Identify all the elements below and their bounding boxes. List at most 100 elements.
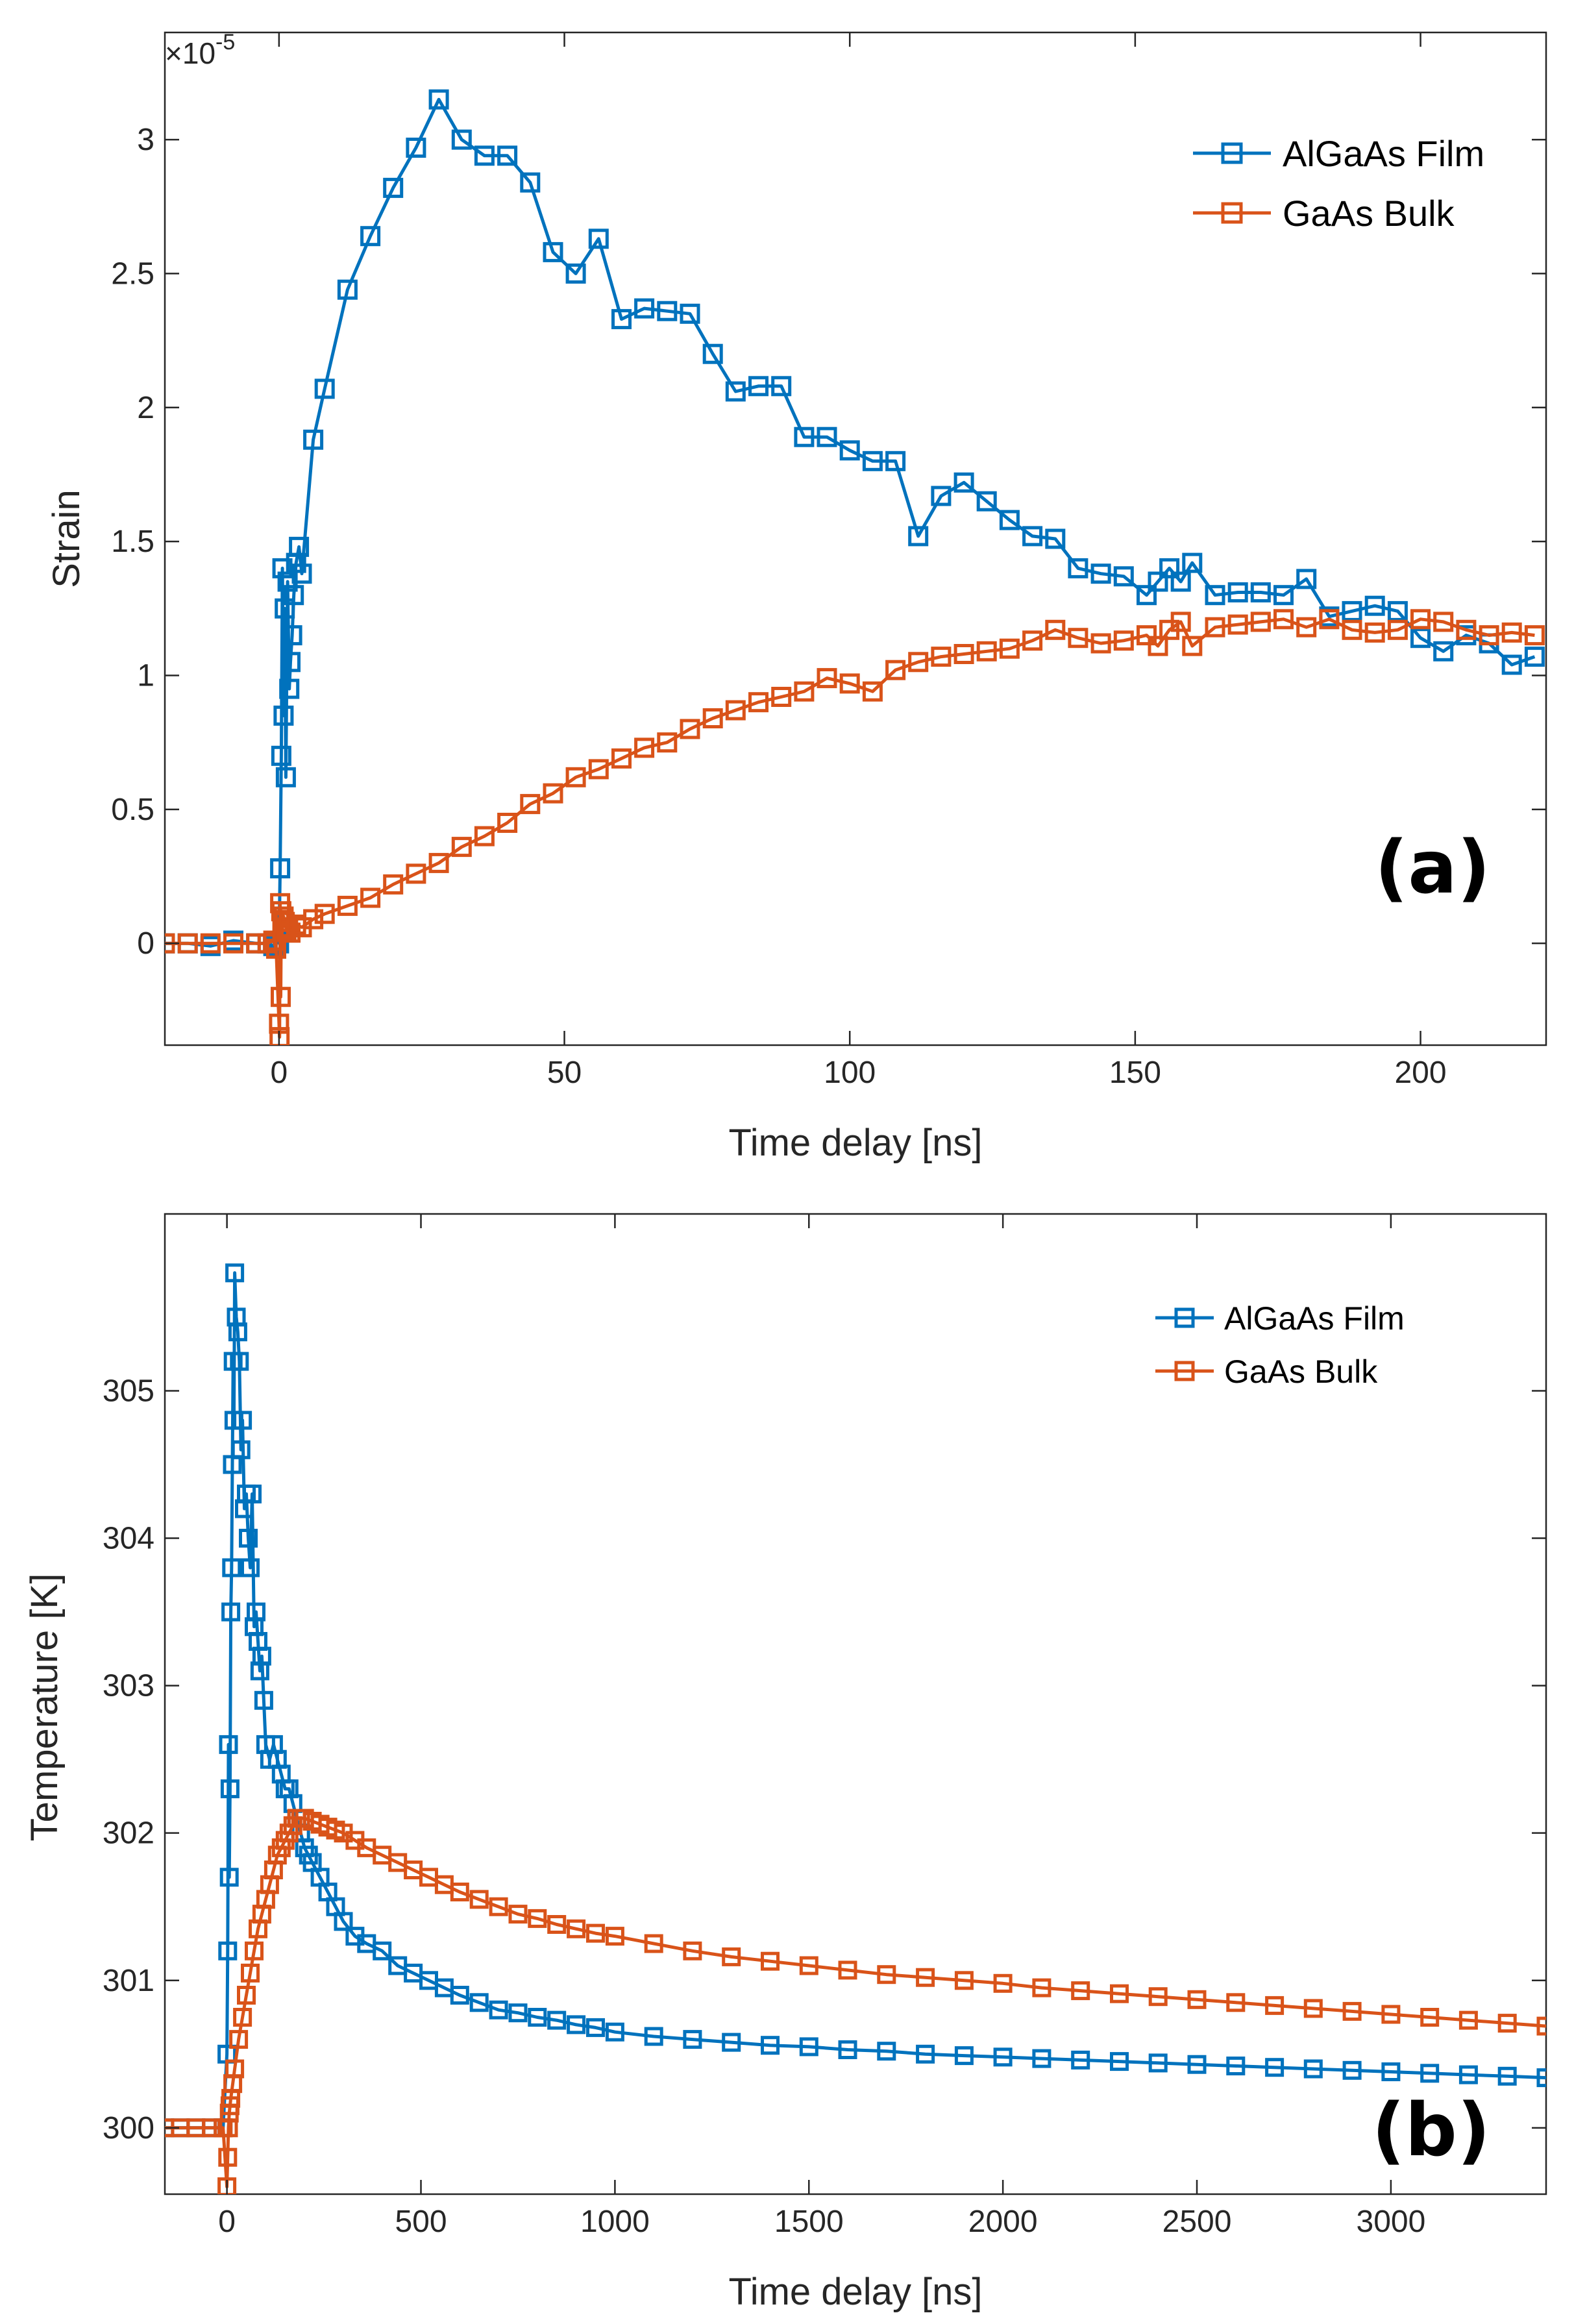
data-point [450, 1883, 469, 1901]
data-point [761, 1951, 780, 1971]
y-tick-label: 0 [137, 926, 154, 961]
data-point [761, 2036, 780, 2055]
data-point [1170, 571, 1191, 592]
data-point [817, 668, 837, 689]
panel-b-axes-box [164, 1213, 1547, 2195]
data-point [1032, 2049, 1051, 2068]
data-point [1090, 563, 1111, 584]
data-point [1458, 2010, 1478, 2030]
data-point [999, 510, 1020, 530]
panel-a-y-exponent-power: -5 [215, 30, 235, 55]
data-point [543, 783, 563, 804]
y-tick-label: 0.5 [111, 793, 154, 827]
data-point [543, 241, 563, 262]
data-point [1458, 2065, 1478, 2084]
data-point [272, 558, 293, 578]
data-point [680, 719, 700, 739]
data-point [839, 440, 860, 461]
panel-b-legend: AlGaAs Film GaAs Bulk [1142, 1292, 1441, 1402]
series-line [165, 617, 1535, 1039]
y-tick-label: 1 [137, 658, 154, 693]
data-point [406, 863, 426, 884]
panel-b-legend-label-algaas: AlGaAs Film [1224, 1300, 1405, 1337]
data-point [275, 767, 296, 787]
y-tick-label: 1.5 [111, 525, 154, 559]
data-point [241, 1558, 260, 1577]
data-point [657, 301, 678, 321]
panel-a-legend-marker-gaas [1221, 202, 1243, 224]
data-point [1342, 600, 1362, 621]
data-point [794, 426, 815, 447]
data-point [931, 647, 952, 667]
data-point [1137, 625, 1157, 646]
data-point [334, 1912, 353, 1931]
data-point [1265, 2058, 1285, 2077]
data-point [252, 1646, 271, 1666]
data-point [520, 172, 541, 193]
data-point [229, 2030, 249, 2049]
data-point [241, 1963, 260, 1983]
panel-b-legend-label-gaas: GaAs Bulk [1224, 1354, 1378, 1390]
data-point [748, 376, 769, 397]
x-tick-label: 2500 [1162, 2205, 1232, 2239]
data-point [1381, 2062, 1401, 2081]
data-point [1501, 654, 1522, 675]
data-point [450, 1986, 469, 2005]
data-point [1303, 2059, 1323, 2079]
series-gaas-bulk [165, 1809, 1546, 2194]
data-point [269, 1027, 290, 1045]
data-point [976, 641, 997, 661]
data-point [220, 1779, 240, 1799]
data-point [1113, 566, 1134, 587]
data-point [1068, 558, 1088, 578]
data-point [722, 1947, 741, 1966]
data-point [1148, 571, 1168, 592]
data-point [605, 2022, 624, 2042]
data-point [177, 933, 198, 954]
panel-a-y-exponent-prefix: ×10 [165, 36, 215, 70]
data-point [611, 748, 632, 769]
data-point [1022, 526, 1043, 547]
panel-a-legend: AlGaAs Film GaAs Bulk [1181, 123, 1532, 247]
data-point [722, 2033, 741, 2052]
data-point [885, 451, 906, 471]
data-point [838, 2040, 857, 2059]
data-point [360, 226, 381, 247]
data-point [218, 1941, 238, 1960]
y-tick-label: 304 [103, 1522, 154, 1556]
data-point [1364, 595, 1385, 616]
data-point [1381, 2005, 1401, 2024]
data-point [508, 2003, 528, 2023]
data-point [877, 2042, 896, 2061]
data-point [451, 129, 472, 150]
data-point [611, 309, 632, 330]
data-point [683, 1941, 702, 1960]
data-point [976, 491, 997, 512]
data-point [383, 177, 404, 198]
data-point [219, 1735, 238, 1754]
data-point [586, 2018, 605, 2037]
data-point [1187, 1990, 1207, 2009]
data-point [954, 2046, 974, 2066]
data-point [1364, 622, 1385, 643]
data-point [1250, 582, 1271, 602]
y-tick-label: 2.5 [111, 256, 154, 291]
data-point [1182, 552, 1203, 573]
data-point [1205, 585, 1225, 606]
data-point [1148, 636, 1168, 656]
panel-a-ticks: 0 50 100 150 200 0 0.5 1 1.5 2 2.5 3 [111, 32, 1546, 1090]
data-point [474, 145, 495, 166]
data-point [1137, 585, 1157, 606]
panel-a-y-exponent: ×10-5 [165, 30, 235, 70]
data-point [360, 887, 381, 908]
data-point [228, 1322, 247, 1342]
data-point [469, 1993, 489, 2012]
data-point [1497, 2014, 1517, 2033]
data-point [200, 933, 221, 954]
data-point [1296, 569, 1317, 589]
data-point [1501, 622, 1522, 643]
data-point [474, 826, 495, 847]
data-point [497, 145, 518, 166]
data-point [725, 700, 746, 721]
data-point [1226, 1993, 1246, 2012]
